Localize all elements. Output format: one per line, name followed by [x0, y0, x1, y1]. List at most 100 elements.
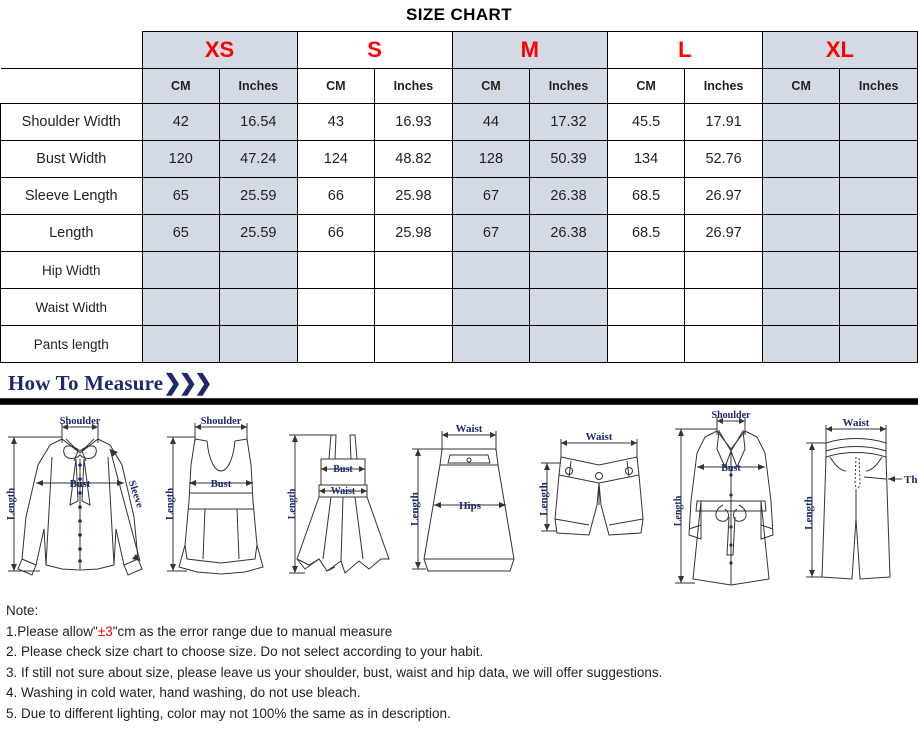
cell-xs-cm: 65: [141, 177, 221, 215]
cell-s-cm: 124: [296, 140, 376, 178]
diagram-shorts-label-length: Length: [538, 482, 550, 516]
unit-corner-cell: [0, 68, 143, 104]
cell-xl-cm: [761, 288, 841, 326]
cell-s-cm: [296, 325, 376, 363]
cell-xs-inches: [219, 325, 298, 363]
notes-heading: Note:: [6, 603, 39, 618]
size-header-xl: XL: [761, 31, 918, 69]
page-title: SIZE CHART: [406, 5, 512, 24]
cell-xs-inches: 25.59: [219, 177, 298, 215]
diagram-pants: Waist Length Thigh: [798, 409, 918, 595]
diagram-strap-dress: Bust Waist Length: [283, 409, 403, 595]
diagram-blouse-label-length: Length: [6, 488, 17, 520]
table-row: Pants length: [0, 325, 918, 363]
cell-s-inches: 25.98: [374, 177, 453, 215]
cell-l-cm: [606, 325, 686, 363]
diagram-blouse-label-shoulder: Shoulder: [60, 416, 101, 427]
unit-header-xl-inches: Inches: [839, 68, 918, 104]
diagram-pants-label-length: Length: [803, 496, 815, 530]
unit-header-row: CM Inches CM Inches CM Inches CM Inches …: [0, 68, 918, 104]
diagram-belted-coat-label-shoulder: Shoulder: [711, 410, 750, 421]
unit-header-s-cm: CM: [296, 68, 376, 104]
cell-s-cm: [296, 288, 376, 326]
diagram-pants-label-waist: Waist: [843, 417, 870, 429]
chevron-right-icon: ❯❯❯: [163, 370, 212, 395]
cell-s-inches: 48.82: [374, 140, 453, 178]
cell-xs-cm: 65: [141, 214, 221, 252]
cell-m-inches: [529, 251, 608, 289]
cell-m-inches: [529, 288, 608, 326]
how-to-measure-section: How To Measure❯❯❯: [0, 371, 918, 405]
size-chart-table: XS S M L XL CM Inches CM Inches CM Inche…: [0, 31, 918, 363]
note-line-3: 3. If still not sure about size, please …: [6, 664, 663, 680]
note-line-5: 5. Due to different lighting, color may …: [6, 705, 451, 721]
note-line-1: 1.Please allow"±3"cm as the error range …: [6, 622, 918, 643]
table-row: Sleeve Length 65 25.59 66 25.98 67 26.38 68.5 26…: [0, 177, 918, 215]
table-row: Shoulder Width 42 16.54 43 16.93 44 17.32 45.5 1…: [0, 103, 918, 141]
diagram-blouse: Shoulder Bust Length Sleeve: [0, 409, 160, 595]
diagram-camisole: Shoulder Bust Length: [161, 409, 281, 595]
row-label-sleeve-length: Sleeve Length: [0, 177, 143, 215]
size-header-l: L: [606, 31, 763, 69]
cell-s-cm: 66: [296, 177, 376, 215]
size-table-body: Shoulder Width 42 16.54 43 16.93 44 17.32 45.5 1…: [0, 103, 918, 363]
cell-m-cm: 67: [451, 214, 531, 252]
cell-xl-inches: [839, 140, 918, 178]
cell-l-cm: 45.5: [606, 103, 686, 141]
size-header-m: M: [451, 31, 608, 69]
cell-m-inches: 26.38: [529, 214, 608, 252]
cell-xl-inches: [839, 214, 918, 252]
table-row: Bust Width 120 47.24 124 48.82 128 50.39 134 52.…: [0, 140, 918, 178]
diagram-belted-coat: Shoulder Bust Length: [667, 409, 797, 595]
cell-s-inches: 16.93: [374, 103, 453, 141]
diagram-belted-coat-label-bust: Bust: [721, 463, 741, 474]
table-corner-cell: [0, 31, 143, 69]
cell-xs-inches: 16.54: [219, 103, 298, 141]
cell-xl-inches: [839, 251, 918, 289]
unit-header-xl-cm: CM: [761, 68, 841, 104]
note-1-post: "cm as the error range due to manual mea…: [112, 623, 393, 639]
cell-xl-cm: [761, 214, 841, 252]
section-divider: [0, 398, 918, 405]
diagram-camisole-label-length: Length: [165, 488, 176, 520]
diagram-strap-dress-label-length: Length: [287, 488, 298, 519]
cell-xl-inches: [839, 177, 918, 215]
diagram-skirt-label-waist: Waist: [456, 423, 483, 435]
cell-xl-inches: [839, 288, 918, 326]
cell-xl-cm: [761, 140, 841, 178]
cell-xl-cm: [761, 325, 841, 363]
cell-l-cm: 68.5: [606, 177, 686, 215]
unit-header-s-inches: Inches: [374, 68, 453, 104]
cell-l-cm: 134: [606, 140, 686, 178]
cell-xl-cm: [761, 103, 841, 141]
diagram-strap-dress-label-waist: Waist: [330, 486, 355, 497]
cell-xs-cm: [141, 251, 221, 289]
cell-l-cm: 68.5: [606, 214, 686, 252]
unit-header-m-cm: CM: [451, 68, 531, 104]
how-to-measure-label: How To Measure: [8, 371, 164, 395]
diagram-shorts: Waist Length: [535, 409, 665, 595]
cell-m-cm: 67: [451, 177, 531, 215]
cell-s-inches: [374, 288, 453, 326]
cell-xs-inches: [219, 251, 298, 289]
cell-l-inches: 17.91: [684, 103, 763, 141]
note-line-2: 2. Please check size chart to choose siz…: [6, 644, 484, 659]
cell-xs-inches: 25.59: [219, 214, 298, 252]
cell-m-inches: 50.39: [529, 140, 608, 178]
diagram-skirt-label-hips: Hips: [459, 500, 482, 512]
cell-s-inches: [374, 325, 453, 363]
diagram-blouse-label-bust: Bust: [70, 479, 91, 490]
table-row: Length 65 25.59 66 25.98 67 26.38 68.5 26.97: [0, 214, 918, 252]
diagram-skirt-label-length: Length: [409, 492, 421, 526]
cell-l-inches: [684, 288, 763, 326]
cell-xl-inches: [839, 103, 918, 141]
cell-s-inches: [374, 251, 453, 289]
unit-header-xs-inches: Inches: [219, 68, 298, 104]
diagram-shorts-label-waist: Waist: [586, 431, 613, 443]
notes-section: Note: 1.Please allow"±3"cm as the error …: [0, 595, 918, 724]
cell-xs-cm: 120: [141, 140, 221, 178]
cell-xl-cm: [761, 251, 841, 289]
size-header-row: XS S M L XL: [0, 31, 918, 69]
cell-s-cm: [296, 251, 376, 289]
cell-l-inches: 26.97: [684, 214, 763, 252]
